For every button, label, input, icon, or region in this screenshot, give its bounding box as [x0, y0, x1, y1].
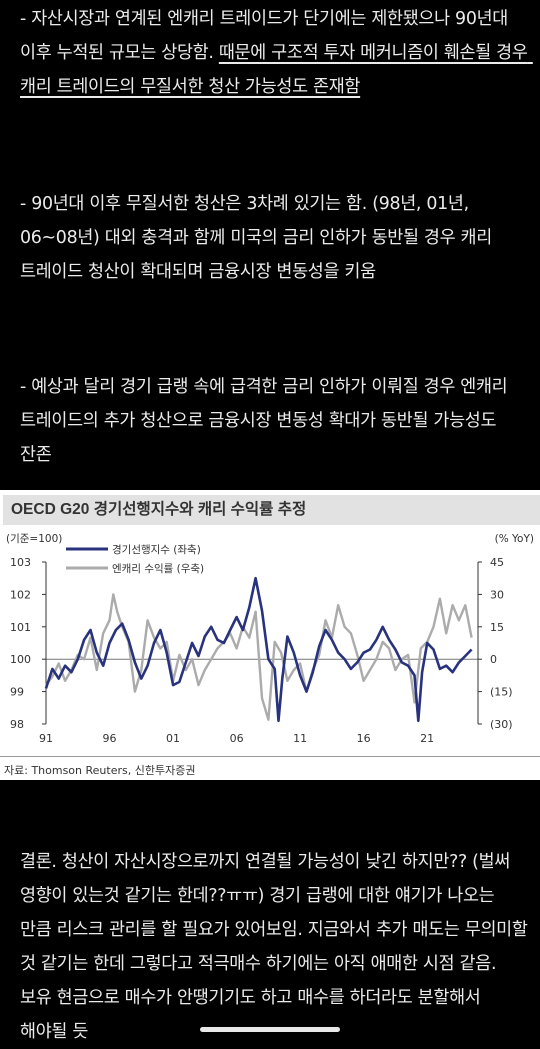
x-axis-tick-label: 01	[166, 732, 180, 745]
line-chart: (기준=100) (% YoY) 103 102 101 100 99 98 45 30 15 0 (1…	[6, 533, 534, 745]
x-axis-tick-label: 96	[103, 732, 117, 745]
paragraph-conclusion: 결론. 청산이 자산시장으로까지 연결될 가능성이 낮긴 하지만?? (벌써 영…	[20, 852, 533, 1042]
chart-figure: OECD G20 경기선행지수와 캐리 수익률 추정 (기준=100) (% Yo…	[0, 490, 540, 780]
x-axis-tick-label: 91	[39, 732, 53, 745]
legend-label-carry-return: 엔캐리 수익률 (우축)	[112, 563, 204, 575]
x-axis-tick-label: 16	[357, 732, 371, 745]
left-axis-tick-label: 103	[10, 556, 31, 569]
source-divider	[0, 756, 540, 757]
left-axis-unit-label: (기준=100)	[6, 533, 62, 545]
paragraph-carry-trade-scale: - 자산시장과 연계된 엔캐리 트레이드가 단기에는 제한됐으나 90년대 이후…	[20, 2, 528, 104]
legend-label-leading-index: 경기선행지수 (좌축)	[112, 543, 201, 556]
leading-index-series-line	[44, 576, 473, 723]
right-axis-tick-label: (30)	[490, 718, 513, 731]
left-axis-tick-label: 102	[10, 588, 31, 601]
underlined-emphasis: 때문에 구조적 투자 메커니즘이 훼손될 경우 캐리 트레이드의 무질서한 청산…	[20, 43, 533, 97]
right-axis-tick-label: 45	[490, 556, 504, 569]
chart-source: 자료: Thomson Reuters, 신한투자증권	[4, 764, 196, 777]
left-axis-tick-label: 98	[10, 718, 24, 731]
paragraph-past-liquidations: - 90년대 이후 무질서한 청산은 3차례 있기는 함. (98년, 01년,…	[20, 194, 498, 282]
home-indicator[interactable]	[200, 1027, 340, 1032]
carry-return-series-line	[45, 593, 473, 721]
chart-title: OECD G20 경기선행지수와 캐리 수익률 추정	[3, 495, 540, 525]
x-axis-tick-label: 21	[420, 732, 434, 745]
right-axis-tick-label: 0	[490, 653, 497, 666]
left-axis-tick-label: 101	[10, 621, 31, 634]
right-axis-tick-label: 30	[490, 588, 504, 601]
x-axis-tick-label: 11	[293, 732, 307, 745]
paragraph-further-liquidation-risk: - 예상과 달리 경기 급랭 속에 급격한 금리 인하가 이뤄질 경우 엔캐리 …	[20, 377, 513, 465]
right-axis-unit-label: (% YoY)	[495, 533, 534, 545]
left-axis-tick-label: 99	[10, 686, 24, 699]
paragraph-text: - 자산시장과 연계된 엔캐리 트레이드가 단기에는 제한됐으나 90년대 이후…	[20, 9, 514, 63]
left-axis-tick-label: 100	[10, 653, 31, 666]
x-axis-tick-label: 06	[230, 732, 244, 745]
right-axis-tick-label: (15)	[490, 686, 513, 699]
right-axis-tick-label: 15	[490, 621, 504, 634]
